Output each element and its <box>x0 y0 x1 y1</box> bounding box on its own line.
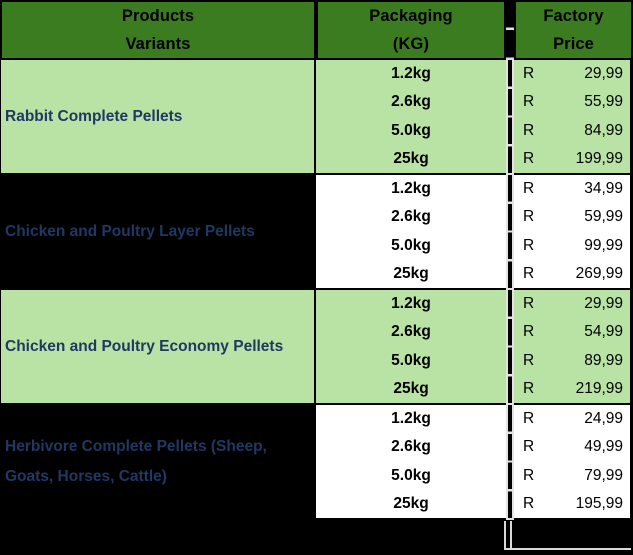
price-cell-group: R 34,99 R 59,99 R 99,99 R 269,99 <box>514 175 633 290</box>
packaging-value: 1.2kg <box>391 410 431 428</box>
product-name-cell: Chicken and Poultry Layer Pellets <box>0 175 316 290</box>
price-table-grid: Products Variants Packaging (KG) Factory… <box>0 0 633 520</box>
header-products-line2: Variants <box>125 35 191 53</box>
currency-symbol: R <box>523 438 535 456</box>
price-row: R 34,99 <box>514 175 630 203</box>
column-gap <box>506 175 514 290</box>
empty-cell-outline <box>504 521 512 549</box>
packaging-value: 25kg <box>393 149 429 167</box>
price-row: R 55,99 <box>514 88 630 116</box>
price-value: 99,99 <box>584 236 623 254</box>
price-value: 79,99 <box>584 466 623 484</box>
price-row: R 29,99 <box>514 290 630 318</box>
price-row: R 89,99 <box>514 347 630 375</box>
price-value: 29,99 <box>584 65 623 83</box>
currency-symbol: R <box>523 410 535 428</box>
price-value: 195,99 <box>575 494 623 512</box>
price-value: 49,99 <box>584 438 623 456</box>
price-row: R 199,99 <box>514 145 630 173</box>
currency-symbol: R <box>523 65 535 83</box>
currency-symbol: R <box>523 379 535 397</box>
currency-symbol: R <box>523 208 535 226</box>
packaging-value: 1.2kg <box>391 295 431 313</box>
product-name-cell: Chicken and Poultry Economy Pellets <box>0 290 316 405</box>
product-name: Herbivore Complete Pellets (Sheep, Goats… <box>5 437 267 485</box>
currency-symbol: R <box>523 121 535 139</box>
header-packaging-line2: (KG) <box>392 35 430 53</box>
currency-symbol: R <box>523 466 535 484</box>
price-value: 89,99 <box>584 351 623 369</box>
price-cell-group: R 24,99 R 49,99 R 79,99 R 195,99 <box>514 405 633 520</box>
product-name-cell: Rabbit Complete Pellets <box>0 60 316 175</box>
column-gap <box>506 60 514 175</box>
packaging-value: 5.0kg <box>391 121 431 139</box>
price-value: 269,99 <box>575 264 623 282</box>
price-cell-group: R 29,99 R 54,99 R 89,99 R 219,99 <box>514 290 633 405</box>
product-name: Chicken and Poultry Layer Pellets <box>5 222 255 240</box>
currency-symbol: R <box>523 180 535 198</box>
currency-symbol: R <box>523 264 535 282</box>
price-row: R 29,99 <box>514 60 630 88</box>
header-products-variants: Products Variants <box>0 0 316 60</box>
price-row: R 84,99 <box>514 117 630 145</box>
header-packaging-line1: Packaging <box>369 7 453 25</box>
price-value: 54,99 <box>584 323 623 341</box>
packaging-value: 5.0kg <box>391 351 431 369</box>
price-row: R 99,99 <box>514 232 630 260</box>
packaging-cell-group: 1.2kg 2.6kg 5.0kg 25kg <box>316 175 506 290</box>
product-name-cell: Herbivore Complete Pellets (Sheep, Goats… <box>0 405 316 520</box>
price-row: R 79,99 <box>514 462 630 490</box>
empty-row-gridline <box>504 548 631 550</box>
header-products-line1: Products <box>121 7 195 25</box>
packaging-value: 2.6kg <box>391 208 431 226</box>
price-value: 29,99 <box>584 295 623 313</box>
packaging-value: 2.6kg <box>391 438 431 456</box>
header-factory-price: Factory Price <box>514 0 633 60</box>
column-gap <box>506 290 514 405</box>
packaging-value: 2.6kg <box>391 323 431 341</box>
header-packaging-kg: Packaging (KG) <box>316 0 506 60</box>
price-value: 24,99 <box>584 410 623 428</box>
price-row: R 54,99 <box>514 318 630 346</box>
packaging-cell-group: 1.2kg 2.6kg 5.0kg 25kg <box>316 60 506 175</box>
header-price-line1: Factory <box>543 7 604 25</box>
price-value: 84,99 <box>584 121 623 139</box>
price-row: R 269,99 <box>514 260 630 288</box>
price-row: R 195,99 <box>514 490 630 518</box>
currency-symbol: R <box>523 351 535 369</box>
price-value: 59,99 <box>584 208 623 226</box>
packaging-value: 2.6kg <box>391 93 431 111</box>
price-row: R 24,99 <box>514 405 630 433</box>
header-price-line2: Price <box>553 35 594 53</box>
packaging-cell-group: 1.2kg 2.6kg 5.0kg 25kg <box>316 290 506 405</box>
packaging-value: 25kg <box>393 264 429 282</box>
product-name: Chicken and Poultry Economy Pellets <box>5 337 284 355</box>
price-row: R 219,99 <box>514 375 630 403</box>
price-cell-group: R 29,99 R 55,99 R 84,99 R 199,99 <box>514 60 633 175</box>
packaging-value: 5.0kg <box>391 466 431 484</box>
currency-symbol: R <box>523 93 535 111</box>
currency-symbol: R <box>523 236 535 254</box>
packaging-value: 5.0kg <box>391 236 431 254</box>
price-row: R 59,99 <box>514 203 630 231</box>
price-value: 34,99 <box>584 180 623 198</box>
currency-symbol: R <box>523 323 535 341</box>
price-row: R 49,99 <box>514 433 630 461</box>
packaging-cell-group: 1.2kg 2.6kg 5.0kg 25kg <box>316 405 506 520</box>
product-name: Rabbit Complete Pellets <box>5 107 183 125</box>
packaging-value: 1.2kg <box>391 65 431 83</box>
column-gap <box>506 405 514 520</box>
price-value: 199,99 <box>575 149 623 167</box>
price-value: 219,99 <box>575 379 623 397</box>
column-gap-header <box>506 0 514 60</box>
currency-symbol: R <box>523 149 535 167</box>
packaging-value: 25kg <box>393 379 429 397</box>
currency-symbol: R <box>523 295 535 313</box>
packaging-value: 25kg <box>393 494 429 512</box>
price-value: 55,99 <box>584 93 623 111</box>
packaging-value: 1.2kg <box>391 180 431 198</box>
currency-symbol: R <box>523 494 535 512</box>
